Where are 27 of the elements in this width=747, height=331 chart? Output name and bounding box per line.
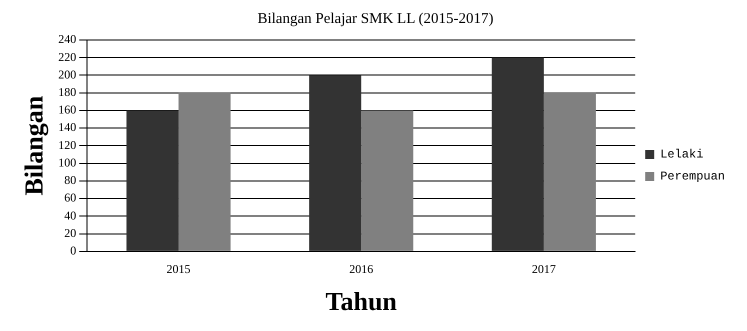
y-tick-label: 80	[64, 173, 76, 188]
legend-label: Perempuan	[660, 170, 725, 184]
y-tick-label: 220	[58, 50, 76, 64]
legend-label: Lelaki	[660, 148, 704, 162]
x-tick-label: 2017	[532, 262, 556, 276]
y-tick-label: 200	[58, 67, 76, 82]
y-tick-label: 20	[64, 226, 76, 240]
y-tick-label: 180	[58, 85, 76, 100]
bar	[126, 110, 179, 251]
y-tick-label: 0	[70, 244, 76, 258]
bar	[178, 92, 231, 251]
y-axis-title: Bilangan	[19, 95, 48, 196]
y-tick-label: 120	[58, 138, 76, 152]
x-tick-label: 2016	[349, 262, 374, 276]
x-axis-title: Tahun	[326, 287, 398, 316]
y-tick-label: 140	[58, 120, 76, 134]
bar	[309, 75, 362, 251]
y-tick-label: 100	[58, 155, 76, 170]
x-tick-label: 2015	[166, 262, 191, 276]
bar	[492, 58, 544, 251]
bar	[544, 92, 596, 251]
y-tick-label: 240	[58, 32, 76, 46]
y-tick-label: 160	[58, 102, 76, 117]
y-tick-label: 60	[64, 190, 76, 205]
y-tick-label: 40	[64, 208, 76, 222]
bar	[361, 110, 414, 251]
chart-title: Bilangan Pelajar SMK LL (2015-2017)	[257, 10, 494, 27]
